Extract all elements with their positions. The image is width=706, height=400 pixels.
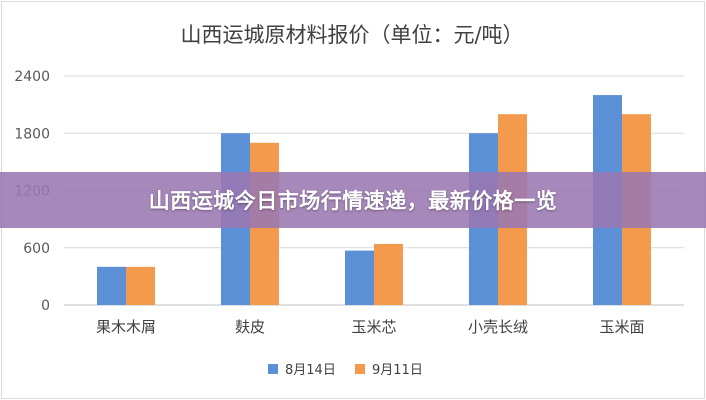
overlay-banner: 山西运城今日市场行情速递，最新价格一览 — [0, 172, 706, 228]
x-tick-label: 玉米芯 — [351, 318, 396, 336]
x-tick-label: 果木木屑 — [96, 318, 156, 336]
bar — [345, 250, 374, 305]
y-tick-label: 1800 — [14, 126, 50, 142]
banner-text: 山西运城今日市场行情速递，最新价格一览 — [148, 189, 558, 213]
x-tick-label: 玉米面 — [599, 318, 644, 336]
y-tick-label: 0 — [41, 298, 50, 314]
y-tick-label: 600 — [23, 241, 50, 257]
bar — [126, 266, 155, 305]
legend-label: 8月14日 — [285, 363, 336, 378]
chart-title: 山西运城原材料报价（单位：元/吨） — [180, 23, 523, 47]
bar — [374, 243, 403, 305]
legend: 8月14日 9月11日 — [268, 363, 423, 378]
x-tick-label: 麸皮 — [235, 318, 265, 336]
legend-swatch — [268, 364, 278, 374]
bar — [97, 266, 126, 305]
x-axis-labels: 果木木屑 麸皮 玉米芯 小壳长绒 玉米面 — [96, 318, 645, 336]
legend-label: 9月11日 — [372, 363, 423, 378]
legend-swatch — [355, 364, 365, 374]
y-tick-label: 2400 — [14, 69, 50, 85]
x-tick-label: 小壳长绒 — [468, 318, 528, 336]
